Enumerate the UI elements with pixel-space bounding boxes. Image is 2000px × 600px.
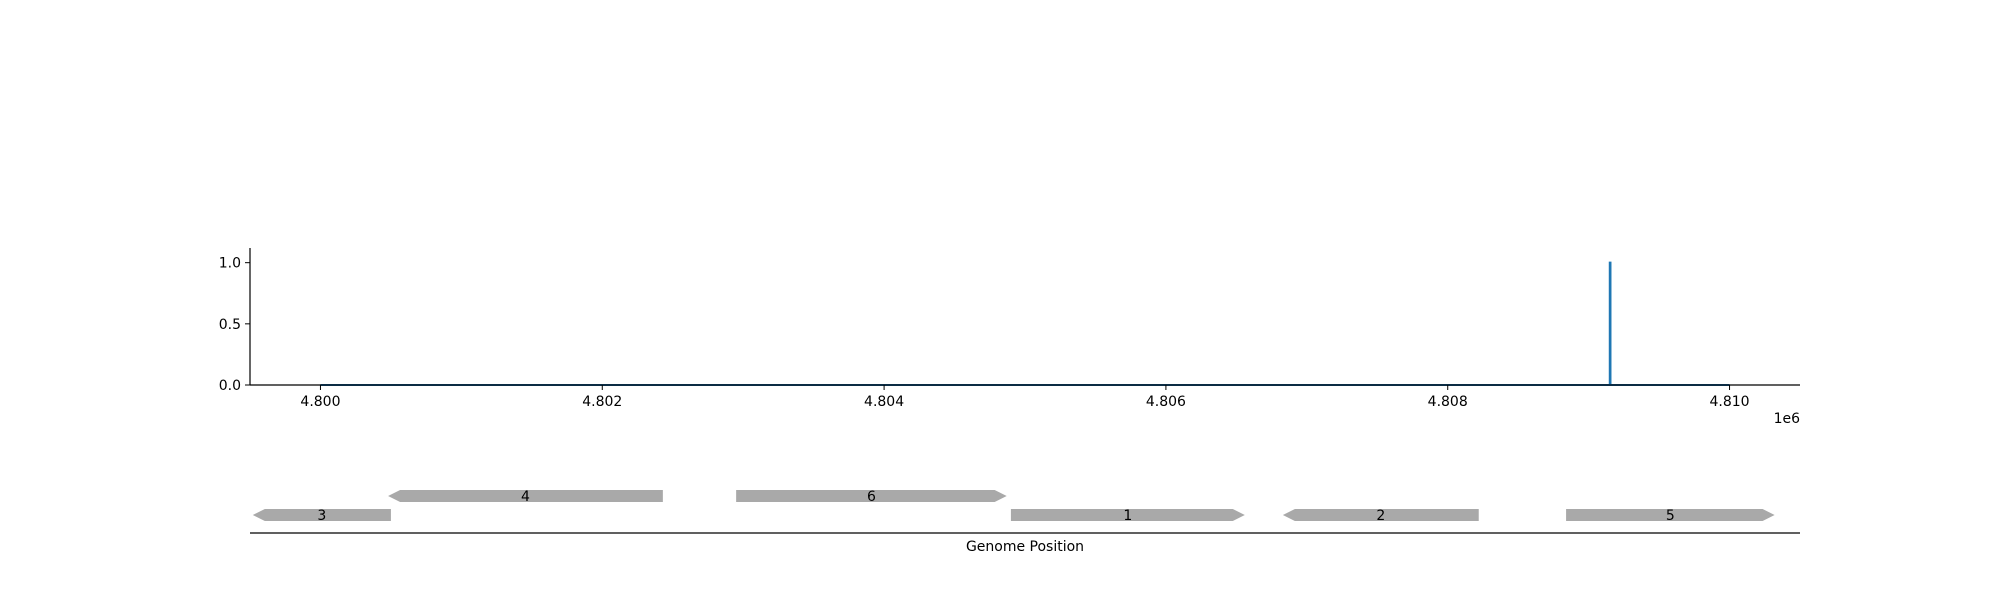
gene-arrow [252, 509, 391, 521]
gene-arrow [1566, 509, 1775, 521]
gene-label: 1 [1123, 508, 1132, 524]
gene-label: 2 [1376, 508, 1385, 524]
gene-label: 3 [317, 508, 326, 524]
x-tick-label: 4.808 [1428, 394, 1468, 410]
coverage-plot: 4.800 4.802 4.804 4.806 4.808 4.810 0.0 0.5 1.0… [219, 248, 1800, 427]
x-scale-label: 1e6 [1774, 411, 1801, 427]
genes-layer: 3 4 6 1 2 5 [252, 489, 1775, 524]
gene-label: 4 [521, 489, 530, 505]
gene-label: 6 [867, 489, 876, 505]
x-tick-label: 4.810 [1709, 394, 1749, 410]
y-tick-label: 1.0 [219, 256, 241, 272]
y-tick-label: 0.0 [219, 378, 241, 394]
x-tick-label: 4.800 [300, 394, 340, 410]
gene-label: 5 [1666, 508, 1675, 524]
gene-track: 3 4 6 1 2 5 Genome Position [250, 489, 1800, 555]
y-tick-label: 0.5 [219, 317, 241, 333]
gene-arrow [1282, 509, 1479, 521]
gene-arrow [1010, 509, 1245, 521]
x-ticks: 4.800 4.802 4.804 4.806 4.808 4.810 [300, 385, 1750, 410]
gene-arrow [388, 490, 663, 502]
gene-arrow [736, 490, 1007, 502]
coverage-series-line [320, 261, 1730, 386]
x-tick-label: 4.806 [1146, 394, 1186, 410]
y-ticks: 0.0 0.5 1.0 [219, 256, 250, 394]
x-tick-label: 4.804 [864, 394, 904, 410]
track-xlabel: Genome Position [966, 539, 1084, 555]
series-layer [320, 261, 1730, 386]
x-tick-label: 4.802 [582, 394, 622, 410]
